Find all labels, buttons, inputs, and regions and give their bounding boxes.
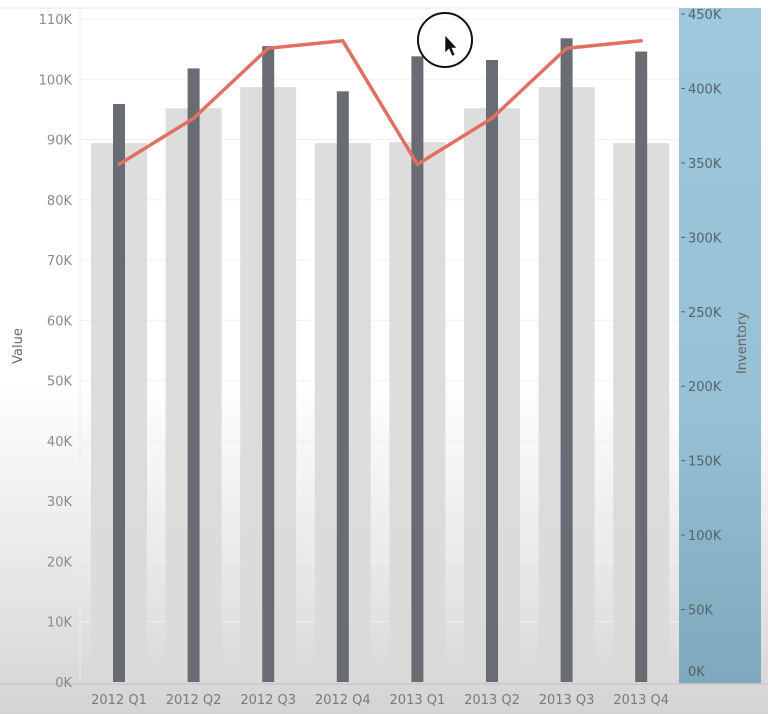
right-tick-label: 50K bbox=[688, 604, 714, 619]
left-tick-label: 50K bbox=[47, 375, 73, 390]
right-tick-label: 200K bbox=[688, 380, 722, 395]
mouse-pointer-icon bbox=[444, 34, 458, 57]
dark-bar[interactable] bbox=[113, 103, 125, 682]
left-axis-title: Value bbox=[11, 328, 26, 364]
left-tick-label: 10K bbox=[47, 616, 73, 631]
x-tick-label: 2013 Q3 bbox=[539, 693, 595, 708]
right-axis-panel bbox=[679, 8, 761, 684]
right-tick-label: 450K bbox=[688, 8, 722, 23]
left-tick-label: 40K bbox=[47, 435, 73, 450]
right-tick-label: 0K bbox=[688, 665, 705, 680]
left-tick-label: 80K bbox=[47, 194, 73, 209]
right-axis-title: Inventory bbox=[735, 312, 750, 374]
left-tick-label: 20K bbox=[47, 555, 73, 570]
right-tick-label: 150K bbox=[688, 455, 722, 470]
dark-bar[interactable] bbox=[486, 59, 498, 682]
x-tick-label: 2012 Q4 bbox=[315, 693, 371, 708]
left-tick-label: 60K bbox=[47, 314, 73, 329]
x-tick-label: 2012 Q2 bbox=[166, 693, 222, 708]
left-tick-label: 110K bbox=[39, 13, 73, 28]
x-tick-label: 2012 Q1 bbox=[91, 693, 147, 708]
dark-bar[interactable] bbox=[187, 68, 200, 682]
dark-bar[interactable] bbox=[336, 91, 349, 682]
dark-bar[interactable] bbox=[560, 38, 573, 682]
right-tick-label: 100K bbox=[688, 529, 722, 544]
x-tick-label: 2012 Q3 bbox=[240, 693, 296, 708]
dark-bar[interactable] bbox=[635, 51, 648, 683]
dark-bar[interactable] bbox=[262, 46, 275, 682]
x-tick-label: 2013 Q2 bbox=[464, 693, 520, 708]
inventory-line[interactable] bbox=[117, 39, 643, 167]
right-tick-label: 350K bbox=[688, 157, 722, 172]
cursor-highlight-ring bbox=[417, 12, 473, 68]
left-tick-label: 70K bbox=[47, 254, 73, 269]
left-tick-label: 0K bbox=[55, 676, 72, 691]
left-tick-label: 30K bbox=[47, 495, 73, 510]
left-tick-label: 90K bbox=[47, 134, 73, 149]
right-tick-label: 300K bbox=[688, 231, 722, 246]
dark-bar[interactable] bbox=[411, 56, 424, 683]
x-tick-label: 2013 Q4 bbox=[613, 693, 669, 708]
right-tick-label: 400K bbox=[688, 82, 722, 97]
x-tick-label: 2013 Q1 bbox=[390, 693, 446, 708]
left-tick-label: 100K bbox=[39, 73, 73, 88]
right-tick-label: 250K bbox=[688, 306, 722, 321]
